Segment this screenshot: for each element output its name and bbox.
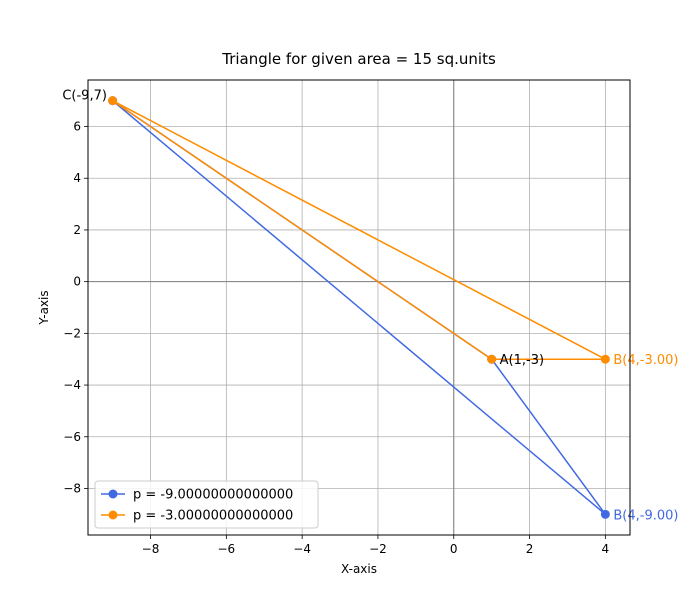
legend-marker	[108, 489, 118, 499]
x-tick-label: −8	[142, 542, 160, 556]
x-tick-label: 2	[526, 542, 534, 556]
y-tick-label: −2	[63, 326, 81, 340]
x-tick-label: 0	[450, 542, 458, 556]
chart-title: Triangle for given area = 15 sq.units	[221, 50, 496, 68]
data-point	[108, 96, 118, 106]
x-tick-label: −2	[369, 542, 387, 556]
x-tick-label: −6	[217, 542, 235, 556]
data-point	[487, 354, 497, 364]
x-ticks: −8 −6 −4 −2 0 2 4	[142, 535, 609, 556]
series-2	[108, 96, 610, 364]
point-annotation: B(4,-9.00)	[613, 508, 678, 523]
x-tick-label: −4	[293, 542, 311, 556]
y-axis-label: Y-axis	[37, 290, 51, 325]
point-annotation: A(1,-3)	[500, 353, 544, 368]
y-tick-label: −4	[63, 378, 81, 392]
legend-box	[94, 480, 319, 529]
y-tick-label: 6	[73, 120, 81, 134]
zero-axis-lines	[88, 80, 630, 535]
series-line	[112, 100, 606, 515]
y-tick-label: −6	[63, 430, 81, 444]
legend-label: p = -3.00000000000000	[133, 509, 293, 524]
x-axis-label: X-axis	[341, 562, 377, 576]
y-tick-label: −8	[63, 481, 81, 495]
y-tick-label: 0	[73, 275, 81, 289]
legend-marker	[108, 510, 118, 520]
point-annotation: C(-9,7)	[62, 89, 107, 104]
y-tick-label: 4	[73, 171, 81, 185]
point-annotation: B(4,-3.00)	[613, 353, 678, 368]
y-tick-label: 2	[73, 223, 81, 237]
data-point	[600, 509, 610, 519]
plot-frame	[87, 79, 631, 536]
series-layer	[108, 96, 610, 519]
y-ticks: −8 −6 −4 −2 0 2 4 6	[63, 120, 88, 495]
x-tick-label: 4	[602, 542, 610, 556]
data-point	[600, 354, 610, 364]
series-line	[112, 100, 606, 360]
legend-item: p = -3.00000000000000	[101, 509, 293, 524]
legend-label: p = -9.00000000000000	[133, 488, 293, 503]
legend-item: p = -9.00000000000000	[101, 488, 293, 503]
annotations: A(1,-3) C(-9,7) B(4,-9.00) B(4,-3.00)	[62, 89, 678, 524]
series-1	[108, 96, 610, 519]
legend: p = -9.00000000000000 p = -3.000000000000…	[94, 480, 319, 529]
